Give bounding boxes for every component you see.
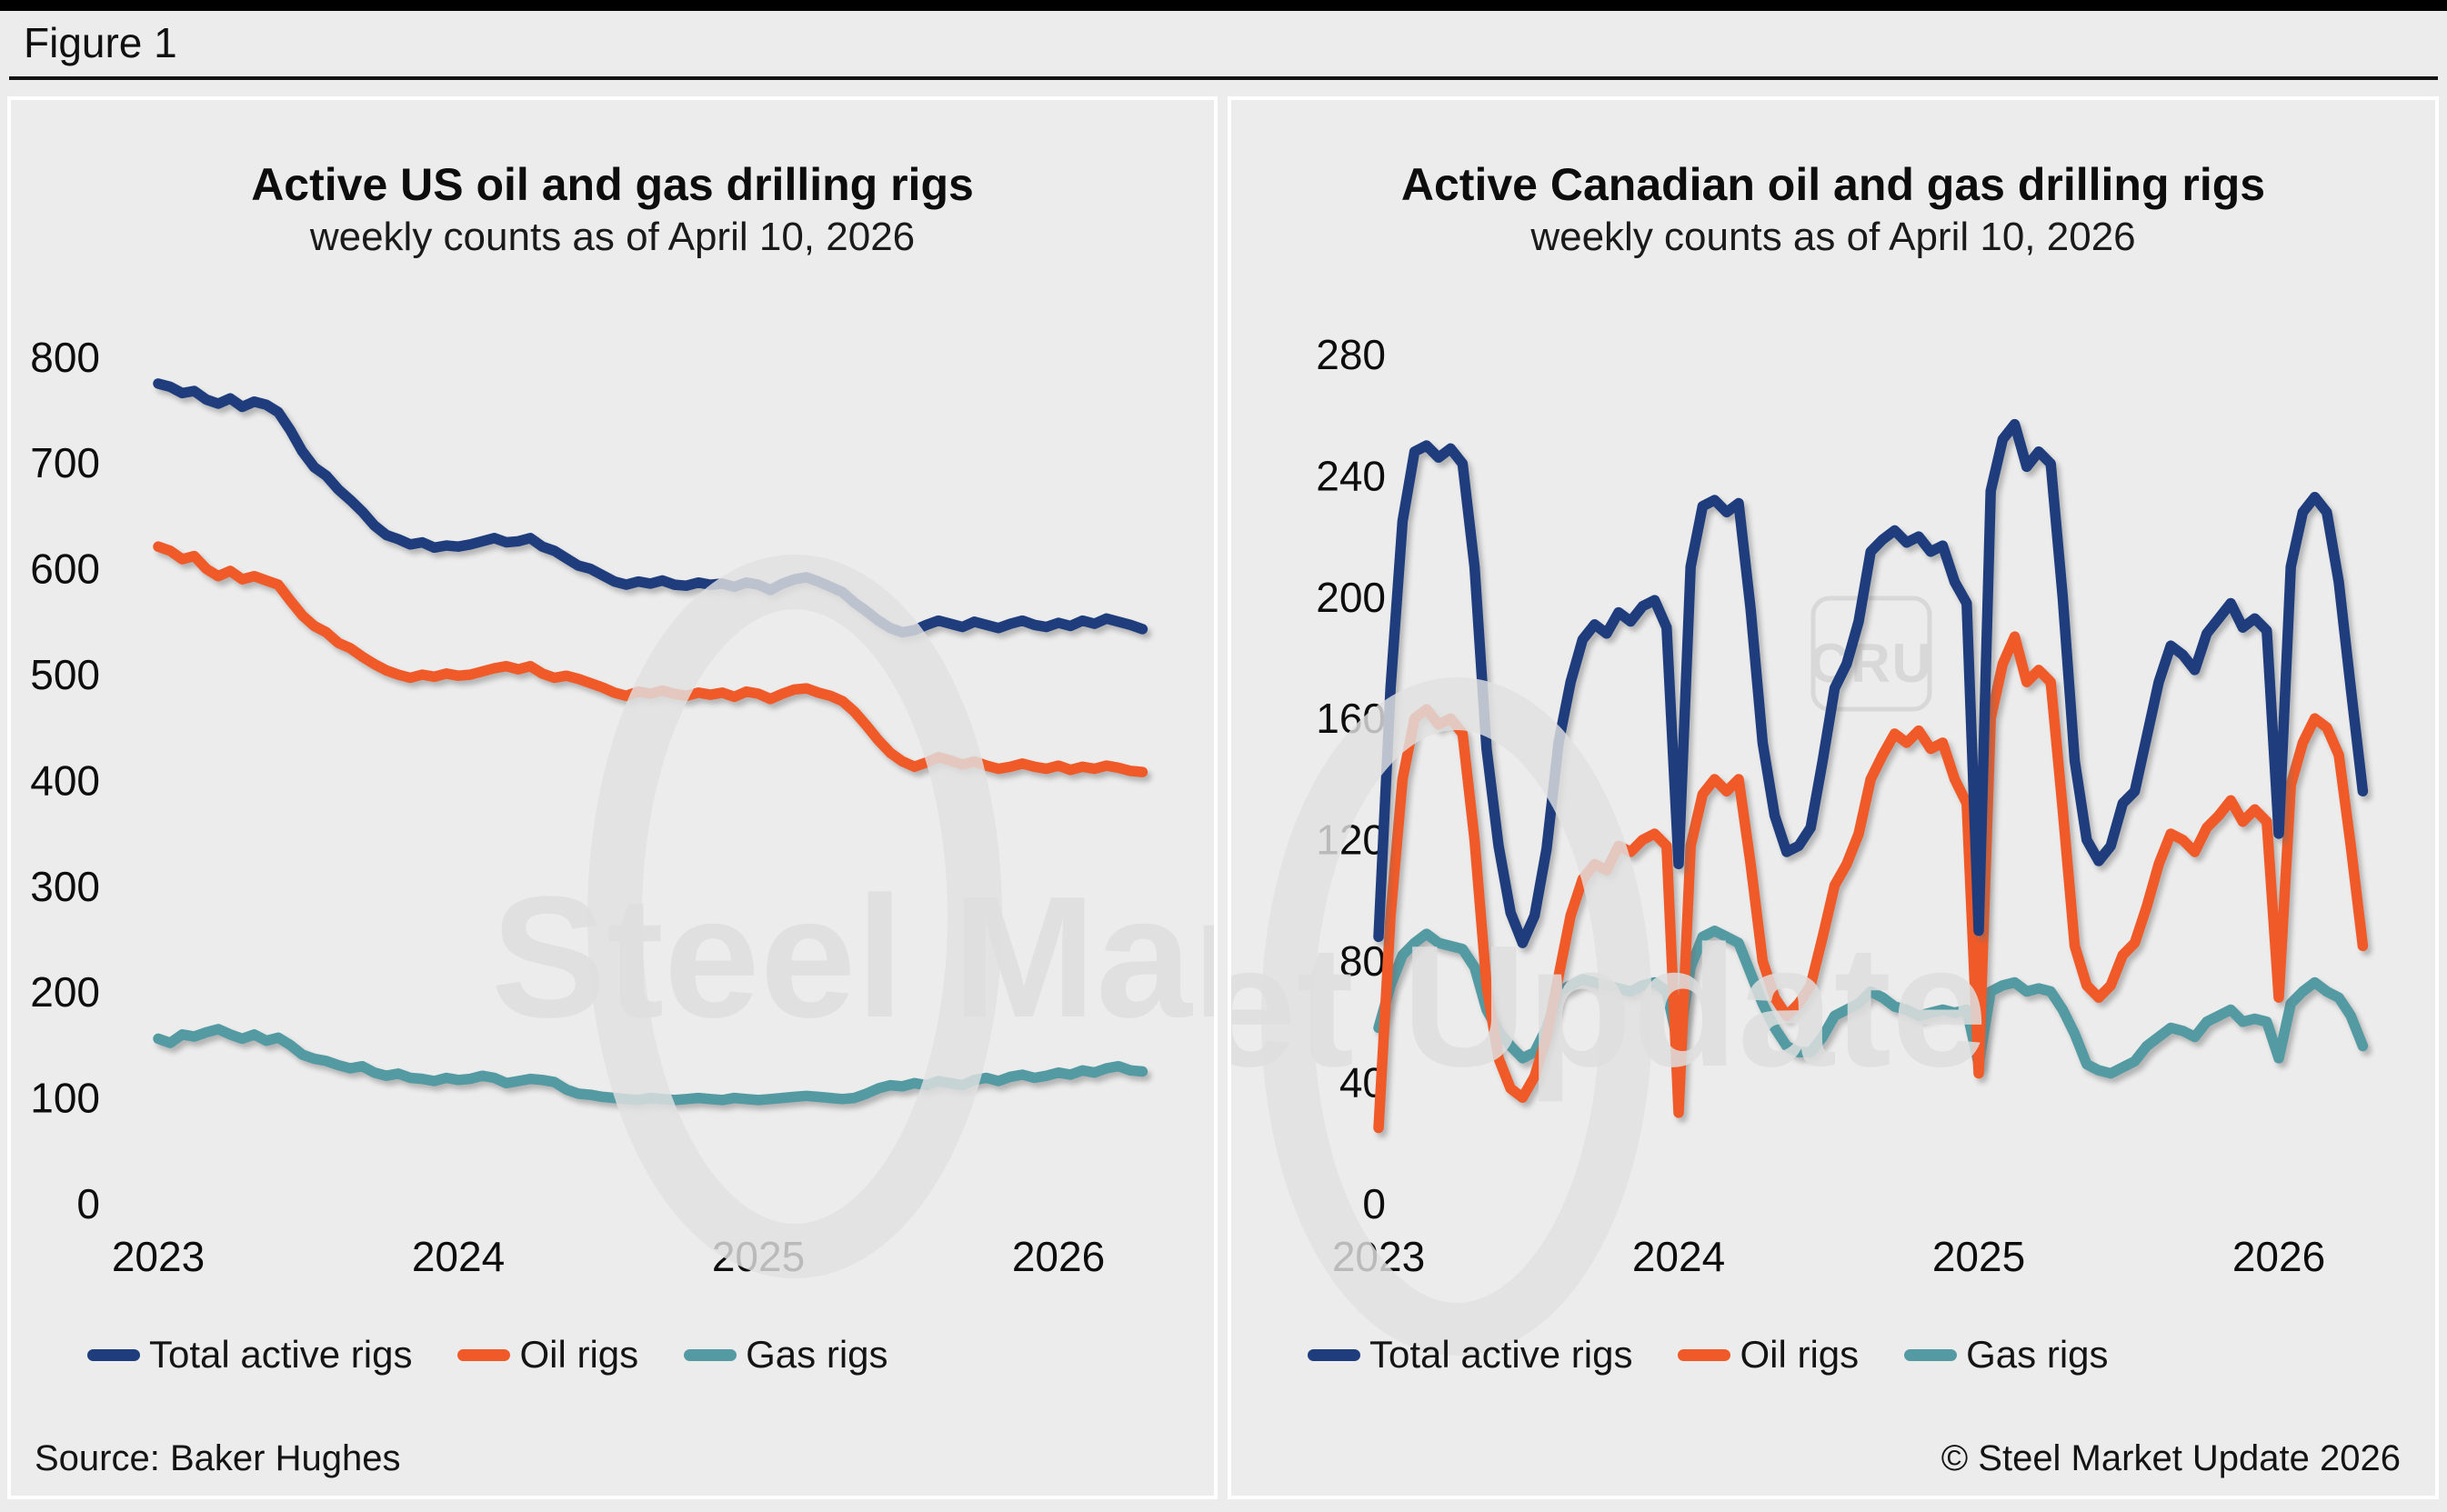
legend-label-total: Total active rigs [149,1333,413,1376]
total-rigs-swatch [1308,1348,1360,1361]
legend-label-total: Total active rigs [1369,1333,1633,1376]
us-chart-title: Active US oil and gas drilling rigs [251,159,974,210]
copyright-note: © Steel Market Update 2026 [1941,1438,2401,1478]
us-rigs-chart-panel: 0 100 200 300 400 500 600 700 800 2023 2024 2025 202… [7,96,1218,1499]
cru-watermark-text: CRU [1810,633,1933,694]
legend-item-gas: Gas rigs [684,1333,888,1377]
legend-label-gas: Gas rigs [1966,1333,2109,1376]
top-black-bar [0,0,2447,11]
y-tick-label: 300 [30,863,100,910]
x-tick-label: 2026 [1012,1233,1105,1280]
y-tick-label: 700 [30,439,100,486]
y-tick-label: 240 [1316,452,1386,499]
y-tick-label: 200 [30,968,100,1016]
x-tick-label: 2025 [1932,1233,2025,1280]
gas-rigs-swatch [1904,1348,1958,1361]
legend-item-total: Total active rigs [87,1333,412,1377]
x-tick-label: 2024 [1632,1233,1725,1280]
us-chart-legend: Total active rigs Oil rigs Gas rigs [87,1333,888,1377]
x-tick-label: 2024 [412,1233,505,1280]
canada-chart-legend: Total active rigs Oil rigs Gas rigs [1308,1333,2109,1377]
y-tick-label: 0 [1362,1180,1386,1227]
canada-chart-lines [1373,418,2369,1134]
oil-rigs-swatch [457,1348,511,1361]
x-tick-label: 2026 [2232,1233,2325,1280]
y-tick-label: 100 [30,1075,100,1122]
series-line-total [153,378,1148,638]
legend-item-gas: Gas rigs [1904,1333,2109,1377]
source-note: Source: Baker Hughes [35,1438,401,1478]
x-tick-label: 2023 [112,1233,205,1280]
oil-rigs-swatch [1678,1348,1731,1361]
legend-item-oil: Oil rigs [1678,1333,1859,1377]
smu-watermark-right: et Update [1231,677,1988,1356]
us-chart-subtitle: weekly counts as of April 10, 2026 [309,215,916,259]
y-tick-label: 800 [30,334,100,381]
canada-chart-title: Active Canadian oil and gas drilling rig… [1400,159,2266,210]
gas-rigs-swatch [684,1348,737,1361]
header-rule [9,76,2438,80]
series-line-oil [1373,631,2369,1134]
y-tick-label: 80 [1339,937,1386,985]
y-tick-label: 280 [1316,331,1386,378]
total-rigs-swatch [87,1348,140,1361]
canada-rigs-chart-panel: CRU 0 40 80 120 160 200 240 280 2023 2024 2025 2026… [1228,96,2439,1499]
y-tick-label: 400 [30,756,100,804]
y-tick-label: 500 [30,651,100,698]
canada-chart-subtitle: weekly counts as of April 10, 2026 [1530,215,2136,259]
smu-watermark: Steel Market [491,555,1214,1278]
legend-item-oil: Oil rigs [457,1333,638,1377]
y-tick-label: 200 [1316,574,1386,621]
legend-label-oil: Oil rigs [1740,1333,1860,1376]
figure-label: Figure 1 [24,19,177,66]
y-tick-label: 0 [76,1180,100,1227]
y-tick-label: 600 [30,546,100,593]
legend-item-total: Total active rigs [1308,1333,1632,1377]
legend-label-oil: Oil rigs [519,1333,639,1376]
update-watermark-text: et Update [1231,910,1988,1103]
legend-label-gas: Gas rigs [746,1333,888,1376]
steel-market-watermark-text: Steel Market [491,861,1214,1054]
cru-watermark: CRU [1810,596,1933,712]
series-line-total [1373,418,2369,948]
